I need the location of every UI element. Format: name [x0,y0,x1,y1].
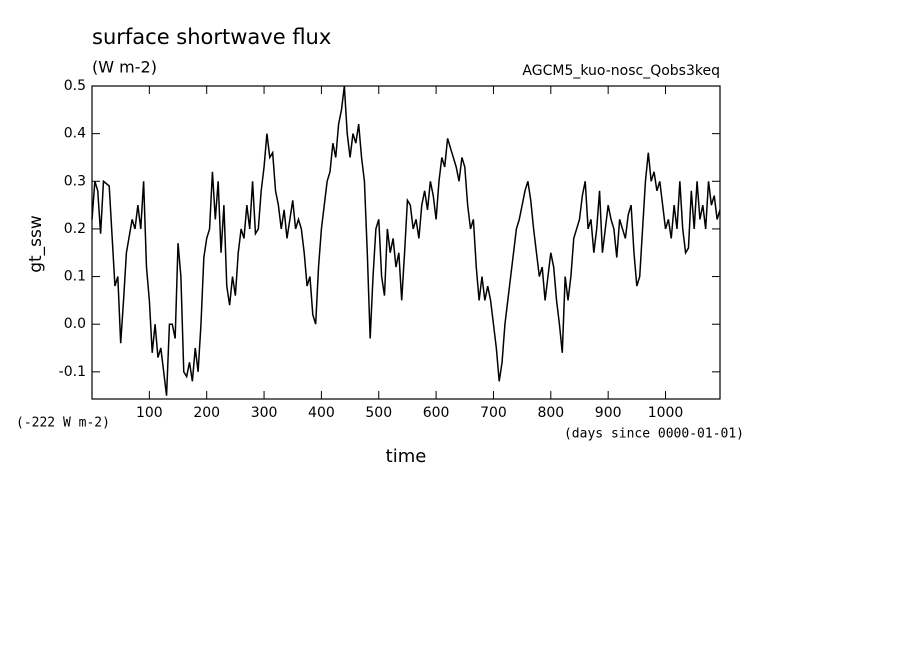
x-tick-label: 200 [193,405,220,421]
y-tick-label: 0.4 [64,126,86,142]
x-units-label: (days since 0000-01-01) [564,427,744,442]
x-tick-label: 600 [423,405,450,421]
x-tick-label: 400 [308,405,335,421]
annotation: AGCM5_kuo-nosc_Qobs3keq [522,63,720,79]
y-tick-label: 0.2 [64,221,86,237]
chart-subtitle: (W m-2) [92,58,157,77]
x-tick-label: 700 [480,405,507,421]
y-tick-label: 0.3 [64,173,86,189]
x-tick-label: 500 [365,405,392,421]
x-tick-label: 1000 [648,405,684,421]
x-tick-label: 900 [595,405,622,421]
plot-frame [91,85,721,400]
x-tick-label: 800 [537,405,564,421]
offset-label: (-222 W m-2) [16,416,110,431]
chart-title: surface shortwave flux [92,25,331,49]
x-tick-label: 300 [251,405,278,421]
y-tick-label: -0.1 [59,364,86,380]
y-tick-label: 0.0 [64,316,86,332]
y-tick-label: 0.5 [64,78,86,94]
y-axis-label: gt_ssw [26,215,46,273]
data-line [91,85,721,396]
x-tick-label: 100 [136,405,163,421]
x-axis-label: time [386,446,427,467]
y-tick-label: 0.1 [64,269,86,285]
